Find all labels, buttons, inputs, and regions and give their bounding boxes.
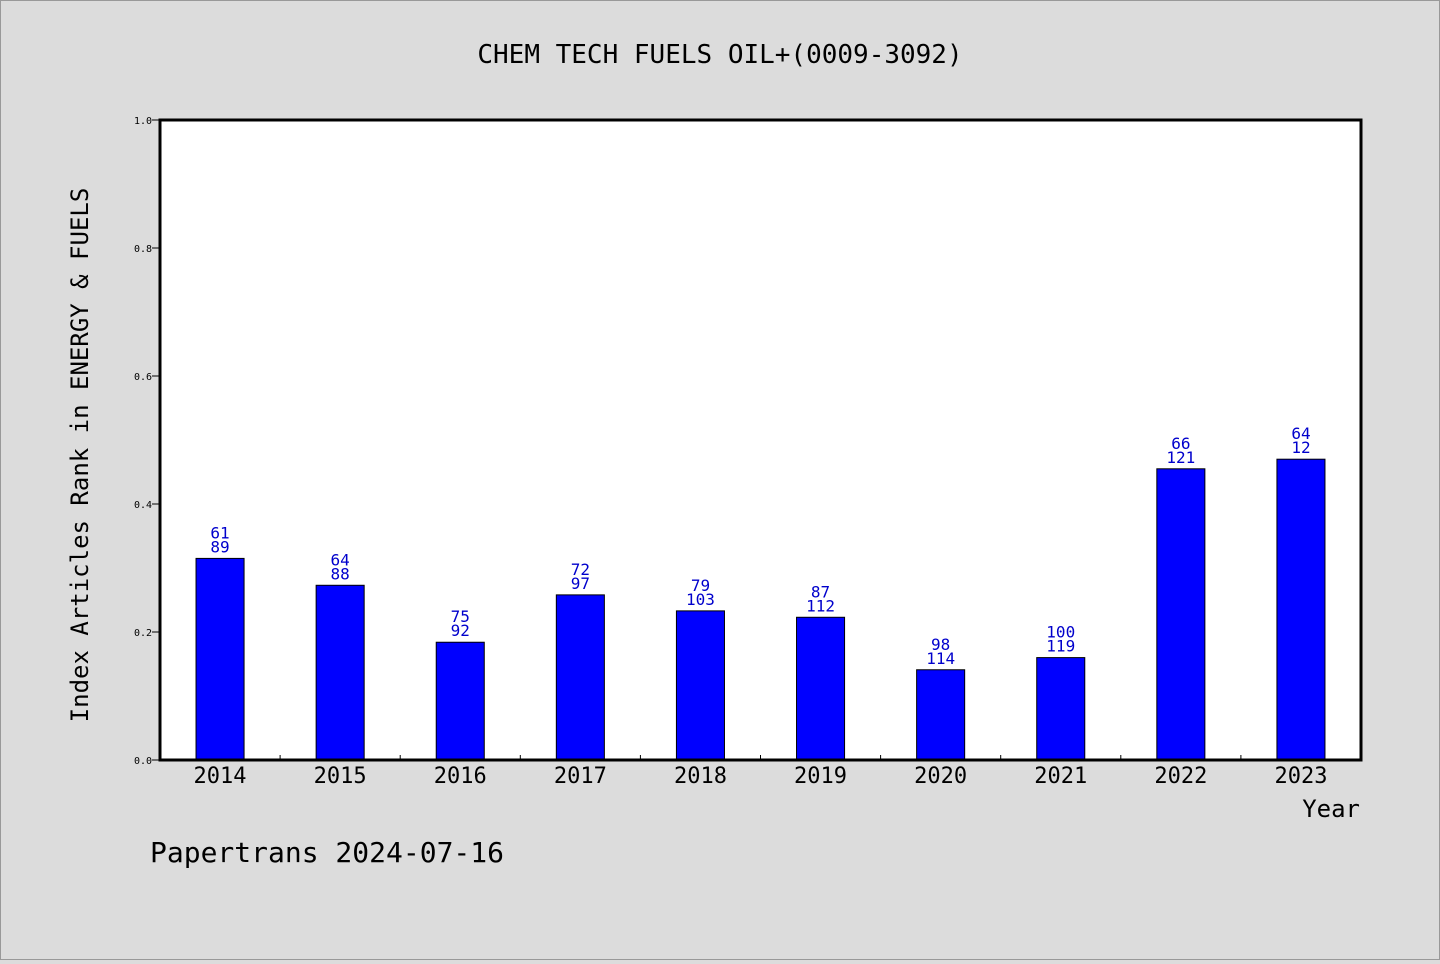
bars-group bbox=[195, 458, 1326, 761]
y-tick-label: 0.0 bbox=[134, 756, 152, 767]
bar-label-top: 61 bbox=[210, 523, 229, 542]
x-axis: 2014 2015 2016 2017 2018 2019 2020 2021 2022 2023 bbox=[194, 755, 1327, 789]
x-axis-label: Year bbox=[1302, 795, 1360, 823]
bar-2020 bbox=[916, 669, 966, 761]
bar-2021 bbox=[1036, 657, 1086, 761]
bar-label-bottom: 12 bbox=[1291, 438, 1310, 457]
bar-label-top: 75 bbox=[451, 607, 470, 626]
bar-label-top: 64 bbox=[1291, 424, 1310, 443]
x-tick-label: 2019 bbox=[794, 764, 847, 789]
bar-label-bottom: 119 bbox=[1046, 637, 1075, 656]
plot-frame bbox=[158, 118, 1363, 762]
bar-label-bottom: 121 bbox=[1166, 448, 1195, 467]
bar-label-bottom: 92 bbox=[451, 621, 470, 640]
footer-credit: Papertrans 2024-07-16 bbox=[150, 836, 504, 869]
y-tick-label: 0.2 bbox=[134, 628, 152, 639]
bar-2014 bbox=[195, 557, 245, 761]
y-axis-label: Index Articles Rank in ENERGY & FUELS bbox=[66, 188, 94, 723]
bar-label-top: 87 bbox=[811, 582, 830, 601]
chart-title: CHEM TECH FUELS OIL+(0009-3092) bbox=[477, 40, 962, 70]
bar-2022 bbox=[1156, 468, 1206, 761]
bar-label-top: 98 bbox=[931, 635, 950, 654]
y-tick-label: 1.0 bbox=[134, 116, 152, 127]
bar-label-top: 79 bbox=[691, 576, 710, 595]
bar-2016 bbox=[435, 641, 485, 761]
bar-label-bottom: 89 bbox=[210, 537, 229, 556]
bar-2023 bbox=[1276, 458, 1326, 761]
bar-label-top: 64 bbox=[331, 550, 350, 569]
x-tick-label: 2017 bbox=[554, 764, 607, 789]
bar-label-top: 100 bbox=[1046, 623, 1075, 642]
bar-label-bottom: 114 bbox=[926, 649, 955, 668]
x-tick-label: 2020 bbox=[914, 764, 967, 789]
bar-label-bottom: 88 bbox=[331, 564, 350, 583]
bar-2018 bbox=[675, 610, 725, 761]
x-tick-label: 2022 bbox=[1154, 764, 1207, 789]
x-tick-label: 2021 bbox=[1034, 764, 1087, 789]
y-tick-label: 0.4 bbox=[134, 500, 152, 511]
bar-2015 bbox=[315, 584, 365, 761]
x-tick-label: 2015 bbox=[314, 764, 367, 789]
bar-label-bottom: 103 bbox=[686, 590, 715, 609]
x-tick-label: 2018 bbox=[674, 764, 727, 789]
bar-label-bottom: 97 bbox=[571, 574, 590, 593]
x-tick-label: 2014 bbox=[194, 764, 247, 789]
bar-label-bottom: 112 bbox=[806, 596, 835, 615]
bar-label-top: 66 bbox=[1171, 434, 1190, 453]
bar-2019 bbox=[796, 616, 846, 761]
y-tick-label: 0.6 bbox=[134, 372, 152, 383]
x-tick-label: 2016 bbox=[434, 764, 487, 789]
x-tick-label: 2023 bbox=[1274, 764, 1327, 789]
y-tick-label: 0.8 bbox=[134, 244, 152, 255]
bar-label-top: 72 bbox=[571, 560, 590, 579]
bar-2017 bbox=[555, 594, 605, 761]
